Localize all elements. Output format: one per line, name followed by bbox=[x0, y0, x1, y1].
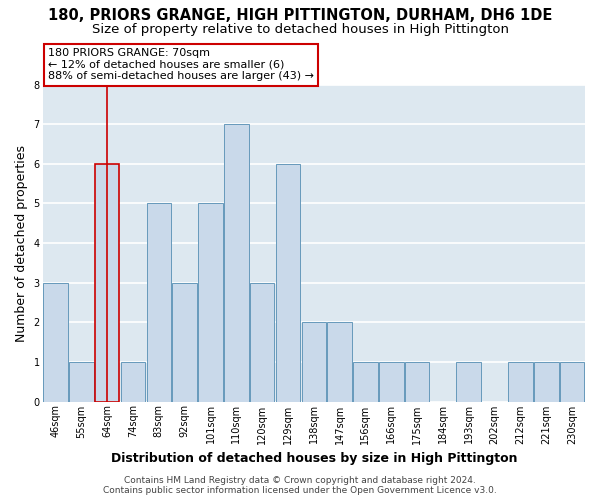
Bar bbox=[121, 362, 145, 402]
Text: Contains HM Land Registry data © Crown copyright and database right 2024.
Contai: Contains HM Land Registry data © Crown c… bbox=[103, 476, 497, 495]
X-axis label: Distribution of detached houses by size in High Pittington: Distribution of detached houses by size … bbox=[110, 452, 517, 465]
Bar bbox=[302, 322, 326, 402]
Bar bbox=[69, 362, 94, 402]
Bar bbox=[405, 362, 430, 402]
Bar bbox=[43, 282, 68, 402]
Bar bbox=[224, 124, 248, 402]
Bar bbox=[534, 362, 559, 402]
Bar bbox=[198, 204, 223, 402]
Text: 180, PRIORS GRANGE, HIGH PITTINGTON, DURHAM, DH6 1DE: 180, PRIORS GRANGE, HIGH PITTINGTON, DUR… bbox=[48, 8, 552, 22]
Bar bbox=[172, 282, 197, 402]
Bar bbox=[508, 362, 533, 402]
Bar bbox=[560, 362, 584, 402]
Bar bbox=[457, 362, 481, 402]
Bar bbox=[250, 282, 274, 402]
Bar bbox=[379, 362, 404, 402]
Y-axis label: Number of detached properties: Number of detached properties bbox=[15, 144, 28, 342]
Bar bbox=[353, 362, 378, 402]
Bar bbox=[146, 204, 171, 402]
Text: 180 PRIORS GRANGE: 70sqm
← 12% of detached houses are smaller (6)
88% of semi-de: 180 PRIORS GRANGE: 70sqm ← 12% of detach… bbox=[48, 48, 314, 82]
Bar bbox=[328, 322, 352, 402]
Bar bbox=[275, 164, 300, 402]
Bar bbox=[95, 164, 119, 402]
Text: Size of property relative to detached houses in High Pittington: Size of property relative to detached ho… bbox=[91, 22, 509, 36]
